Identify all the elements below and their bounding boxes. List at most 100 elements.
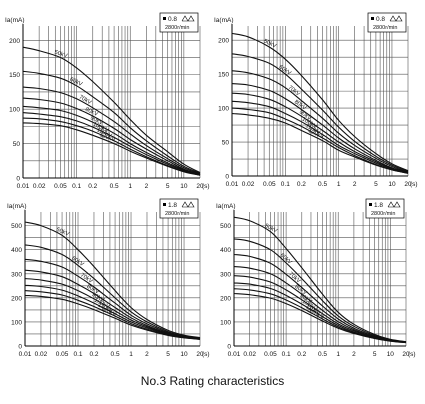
x-tick-label: 0.5	[110, 183, 119, 190]
focal-spot-icon	[387, 201, 401, 208]
series-line-120kv	[24, 294, 201, 340]
y-tick-label: 200	[9, 38, 20, 45]
chart-panel-3: 0 100 200 300 400 500 Ia(mA) 0.01 0.02 0.05 0.1 0.2…	[7, 198, 210, 358]
y-tick-label: 300	[11, 271, 22, 278]
x-tick-label: 20	[196, 351, 204, 358]
legend-focus-label: 0.8	[376, 16, 385, 23]
x-tick-label: 0.1	[282, 351, 291, 358]
x-tick-label: 0.05	[264, 351, 277, 358]
y-tick-label: 50	[222, 140, 230, 147]
legend-focus-label: 0.8	[168, 16, 177, 23]
x-tick-label: 10	[180, 351, 188, 358]
chart-legend: 0.8 2800r/min	[159, 12, 199, 33]
y-tick-label: 100	[11, 319, 22, 326]
series-line-100kv	[231, 100, 409, 174]
x-axis-unit-label: (s)	[410, 181, 418, 188]
x-tick-label: 0.2	[297, 181, 306, 188]
x-tick-label: 0.5	[318, 351, 327, 358]
legend-bullet-icon	[369, 203, 372, 206]
legend-speed-label: 2800r/min	[371, 211, 395, 217]
series-label-60kv: 60kV	[278, 64, 292, 76]
series-label-80kv: 80kV	[85, 284, 100, 296]
series-label-60kv: 60kV	[69, 77, 84, 88]
series-line-110kv	[22, 117, 201, 176]
series-line-60kv	[231, 53, 409, 172]
y-tick-label: 400	[11, 247, 22, 254]
legend-box	[365, 198, 405, 219]
y-tick-label: 100	[220, 319, 231, 326]
x-tick-label: 2	[352, 351, 356, 358]
chart-legend: 1.8 2800r/min	[365, 198, 405, 219]
y-tick-label: 0	[227, 344, 231, 351]
x-tick-label: 0.5	[318, 181, 327, 188]
x-axis-unit-label: (s)	[202, 351, 210, 358]
x-tick-label: 0.02	[243, 351, 256, 358]
x-tick-label: 20	[404, 181, 412, 188]
legend-box	[367, 12, 407, 33]
x-tick-label: 0.01	[228, 351, 241, 358]
series-label-50kv: 50kV	[54, 50, 69, 60]
y-tick-label: 0	[18, 344, 22, 351]
series-label-70kv: 70kV	[79, 272, 93, 284]
chart-panel-2: 0 50 100 150 200 Ia(mA) 0.01 0.02 0.05 0.1 0.2 0.5 1…	[214, 12, 418, 188]
legend-bullet-icon	[371, 17, 374, 20]
series-line-70kv	[231, 70, 409, 173]
x-tick-label: 0.02	[35, 351, 48, 358]
x-tick-label: 10	[388, 181, 396, 188]
x-tick-label: 5	[373, 351, 377, 358]
series-line-60kv	[22, 70, 201, 174]
legend-speed-label: 2800r/min	[373, 25, 397, 31]
series-line-50kv	[22, 46, 201, 173]
chart-panel-4: 0 100 200 300 400 500 Ia(mA) 0.01 0.02 0.05 0.1 0.2…	[216, 198, 416, 358]
legend-box	[159, 198, 199, 219]
series-line-120kv	[233, 292, 407, 344]
x-tick-label: 10	[180, 183, 188, 190]
x-tick-label: 0.2	[88, 183, 97, 190]
x-tick-label: 1	[129, 351, 133, 358]
series-line-70kv	[22, 86, 201, 175]
x-tick-label: 1	[128, 183, 132, 190]
x-tick-label: 0.2	[89, 351, 98, 358]
figure-caption: No.3 Rating characteristics	[140, 374, 285, 388]
chart-legend: 1.8 2800r/min	[159, 198, 199, 219]
chart-panel-1: 0 50 100 150 200 Ia(mA) 0.01 0.02 0.05 0.1 0.2 0.5 1…	[5, 12, 210, 190]
y-tick-label: 100	[9, 107, 20, 114]
y-tick-label: 0	[16, 176, 20, 183]
x-axis-unit-label: (s)	[202, 183, 210, 190]
x-tick-label: 5	[374, 181, 378, 188]
series-label-70kv: 70kV	[287, 271, 301, 284]
series-label-120kv: 120kV	[98, 132, 116, 144]
x-tick-label: 20	[402, 351, 410, 358]
y-tick-label: 50	[13, 141, 21, 148]
x-tick-label: 0.5	[111, 351, 120, 358]
series-label-50kv: 50kV	[264, 223, 279, 235]
y-tick-label: 500	[220, 223, 231, 230]
x-tick-label: 0.05	[56, 351, 69, 358]
legend-speed-label: 2800r/min	[165, 25, 189, 31]
series-line-50kv	[233, 216, 407, 343]
y-axis-label: Ia(mA)	[5, 17, 25, 24]
x-axis-unit-label: (s)	[408, 351, 416, 358]
y-tick-label: 300	[220, 271, 231, 278]
x-tick-label: 0.1	[281, 181, 290, 188]
series-label-120kv: 120kV	[99, 307, 117, 319]
legend-box	[159, 12, 199, 33]
x-tick-label: 0.2	[297, 351, 306, 358]
series-line-50kv	[24, 221, 201, 339]
y-axis-label: Ia(mA)	[7, 203, 27, 210]
y-axis-label: Ia(mA)	[216, 203, 236, 210]
series-line-80kv	[22, 97, 201, 176]
x-tick-label: 0.05	[263, 181, 276, 188]
series-line-50kv	[231, 32, 409, 172]
x-tick-label: 0.01	[226, 181, 239, 188]
x-tick-label: 2	[145, 183, 149, 190]
x-tick-label: 0.02	[242, 181, 255, 188]
x-tick-label: 20	[196, 183, 204, 190]
legend-focus-label: 1.8	[374, 202, 383, 209]
y-tick-label: 200	[220, 295, 231, 302]
series-label-50kv: 50kV	[55, 227, 70, 238]
y-tick-label: 100	[218, 106, 229, 113]
series-label-70kv: 70kV	[78, 94, 93, 106]
series-label-50kv: 50kV	[262, 39, 277, 50]
y-tick-label: 500	[11, 223, 22, 230]
